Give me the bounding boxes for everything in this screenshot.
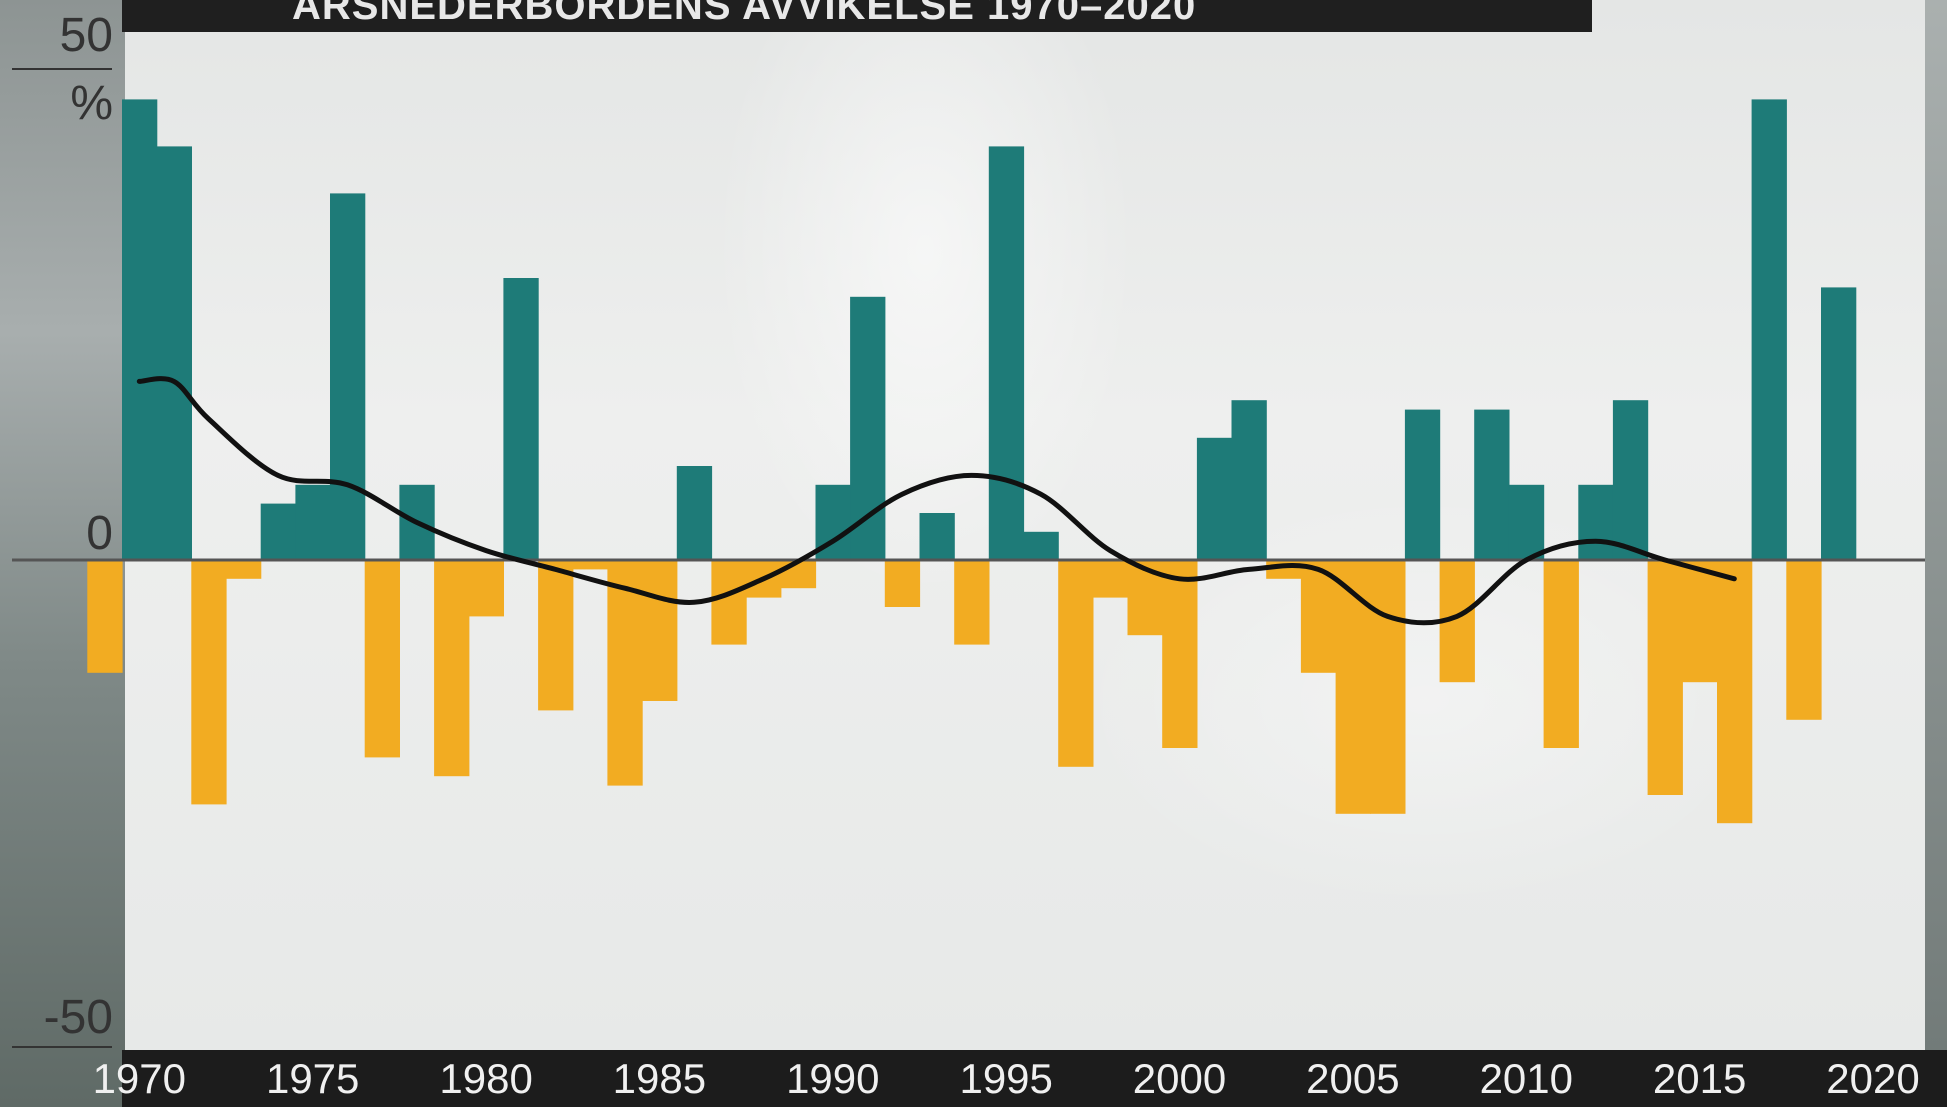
x-tick-label-2010: 2010 xyxy=(1479,1055,1574,1102)
bar-1973 xyxy=(226,560,262,579)
chart-title: ÅRSNEDERBÖRDENS AVVIKELSE 1970–2020 xyxy=(292,0,1197,28)
bar-2001 xyxy=(1196,437,1233,560)
y-tick-label-0: 0 xyxy=(86,507,113,560)
bar-2007 xyxy=(1404,409,1441,560)
bar-1982 xyxy=(538,560,574,711)
bar-1981 xyxy=(503,278,539,560)
x-tick-label-1990: 1990 xyxy=(786,1055,880,1102)
bar-2004 xyxy=(1300,560,1337,673)
bar-1972 xyxy=(191,560,227,805)
y-tick-label-50: 50 xyxy=(59,9,113,62)
bar-1984 xyxy=(607,560,643,786)
bar-1979 xyxy=(434,560,470,777)
bar-1985 xyxy=(642,560,678,701)
bar-2009 xyxy=(1474,409,1510,560)
bar-2011 xyxy=(1543,560,1579,748)
bar-1987 xyxy=(711,560,747,645)
bar-2017 xyxy=(1751,99,1787,561)
bar-1994 xyxy=(954,560,990,645)
bar-1977 xyxy=(364,560,400,758)
x-tick-label-1970: 1970 xyxy=(92,1055,187,1102)
bar-2002 xyxy=(1231,400,1267,560)
trend-line xyxy=(136,376,1737,626)
bar-1997 xyxy=(1058,560,1094,767)
bar-1991 xyxy=(850,296,886,560)
x-tick-label-2000: 2000 xyxy=(1132,1055,1227,1102)
bar-1986 xyxy=(676,466,713,560)
bar-1983 xyxy=(572,560,609,570)
x-tick-label-1975: 1975 xyxy=(265,1055,360,1102)
bar-2000 xyxy=(1162,560,1198,748)
bar-2015 xyxy=(1682,560,1718,683)
bar-1980 xyxy=(468,560,504,617)
bar-1974 xyxy=(260,503,296,560)
title-bar: ÅRSNEDERBÖRDENS AVVIKELSE 1970–2020 xyxy=(122,0,1592,32)
bar-2005 xyxy=(1335,560,1371,814)
bar-1989 xyxy=(780,560,817,589)
bar-2019 xyxy=(1821,287,1857,560)
bar-1976 xyxy=(330,193,366,560)
y-unit-rule-top xyxy=(12,68,112,70)
y-tick-label-minus-50: -50 xyxy=(43,991,113,1044)
bar-2006 xyxy=(1370,560,1406,814)
bar-1996 xyxy=(1023,531,1059,560)
bar-2018 xyxy=(1786,560,1822,720)
bar-1970 xyxy=(122,99,158,561)
y-unit-rule-bottom xyxy=(12,1046,112,1048)
x-tick-label-1995: 1995 xyxy=(959,1055,1053,1102)
bar-1995 xyxy=(988,146,1025,560)
y-unit-label: % xyxy=(70,77,113,130)
bar-2013 xyxy=(1612,400,1649,560)
bar-1975 xyxy=(295,484,331,560)
bar-1971 xyxy=(156,146,192,560)
bar-1998 xyxy=(1092,560,1129,598)
bar-1992 xyxy=(884,560,921,607)
bar-2014 xyxy=(1647,560,1683,795)
x-tick-label-1985: 1985 xyxy=(612,1055,707,1102)
x-axis-band xyxy=(122,1050,1947,1107)
x-tick-label-2005: 2005 xyxy=(1306,1055,1400,1102)
x-tick-label-2020: 2020 xyxy=(1826,1055,1920,1102)
x-tick-label-2015: 2015 xyxy=(1652,1055,1747,1102)
bar-2010 xyxy=(1508,484,1545,560)
x-tick-label-1980: 1980 xyxy=(439,1055,533,1102)
bar-1993 xyxy=(919,513,955,560)
bar-2012 xyxy=(1578,484,1614,560)
background-right xyxy=(1925,0,1947,1107)
bar-1969 xyxy=(87,560,123,673)
background-left xyxy=(0,0,125,1107)
bar-2016 xyxy=(1717,560,1753,824)
